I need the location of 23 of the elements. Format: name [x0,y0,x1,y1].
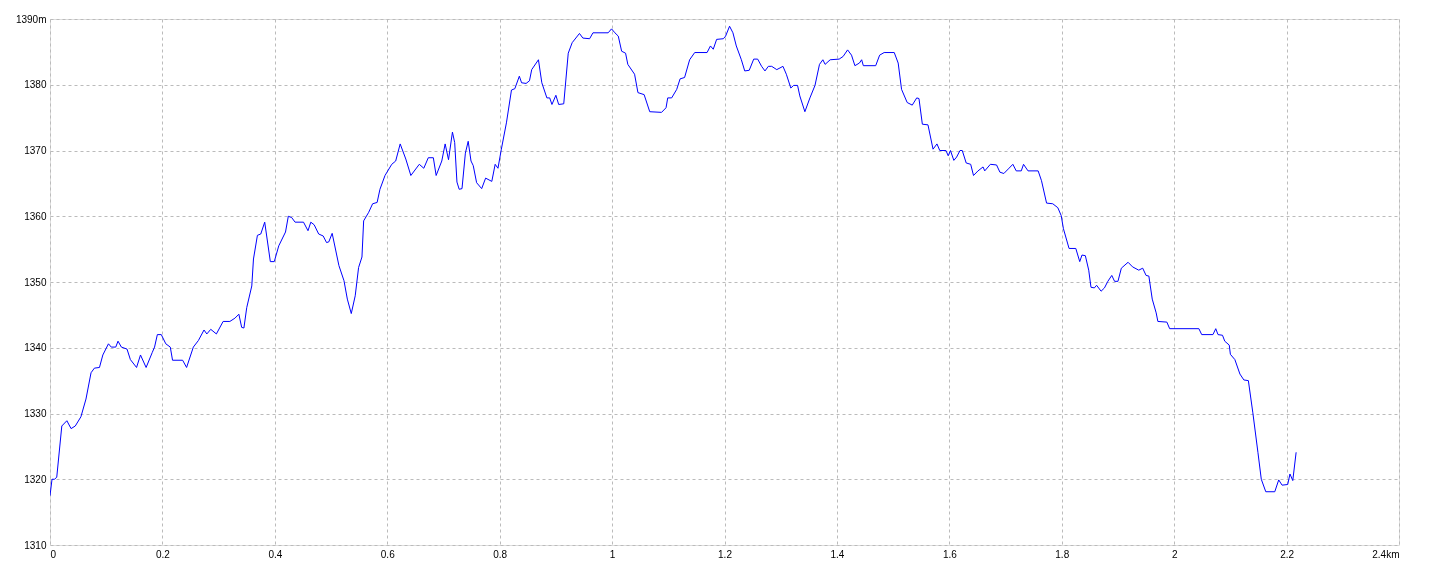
y-tick-label: 1350 [24,276,47,288]
y-tick-label: 1380 [24,79,47,91]
x-tick-label: 2.2 [1280,548,1295,560]
x-tick-label: 0.2 [155,548,171,560]
x-tick-label: 0.4 [268,548,283,560]
y-tick-label: 1360 [24,210,47,222]
x-tick-label: 0.8 [493,548,508,560]
x-tick-label: 1.6 [942,548,958,560]
x-tick-label: 1.2 [718,548,733,560]
x-tick-label: 0.6 [380,548,396,560]
x-tick-label: 1 [609,548,616,560]
x-tick-label: 0 [50,548,57,560]
y-tick-label: 1330 [24,408,47,419]
y-tick-label: 1390m [15,13,47,25]
line-series [50,25,1297,497]
x-tick-label: 2.4km [1372,548,1400,560]
y-tick-label: 1320 [24,473,47,485]
x-tick-label: 1.4 [830,548,845,560]
x-tick-label: 2 [1171,548,1178,560]
x-tick-label: 1.8 [1055,548,1070,560]
y-tick-label: 1370 [24,145,47,156]
y-tick-label: 1340 [24,342,47,354]
y-tick-label: 1310 [24,539,47,551]
